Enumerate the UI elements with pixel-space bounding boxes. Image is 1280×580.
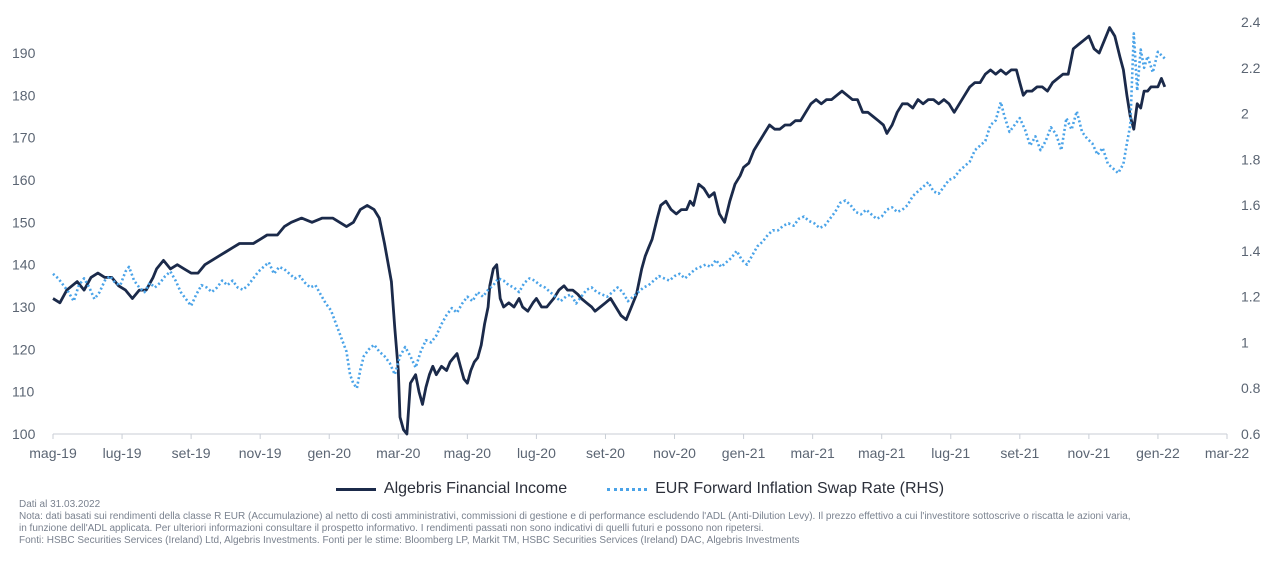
y-right-tick-label: 1 [1241, 334, 1249, 350]
x-tick-label: nov-19 [239, 445, 282, 461]
x-tick-label: mar-20 [376, 445, 421, 461]
y-left-tick-label: 170 [12, 130, 36, 146]
x-tick-label: lug-20 [517, 445, 556, 461]
x-tick-label: mar-22 [1205, 445, 1250, 461]
y-left-tick-label: 130 [12, 299, 36, 315]
legend: Algebris Financial Income EUR Forward In… [0, 480, 1280, 498]
legend-item-series-1: Algebris Financial Income [335, 480, 568, 498]
legend-item-series-2: EUR Forward Inflation Swap Rate (RHS) [607, 480, 944, 498]
y-right-tick-label: 0.8 [1241, 380, 1261, 396]
x-tick-label: nov-20 [653, 445, 696, 461]
y-left-tick-label: 190 [12, 45, 36, 61]
legend-swatch-dotted [607, 487, 648, 491]
legend-label-series-1: Algebris Financial Income [383, 480, 568, 497]
y-axis-left-ticks: 100 110 120 130 140 150 160 170 180 190 [12, 45, 36, 442]
y-right-tick-label: 2.2 [1241, 60, 1261, 76]
y-axis-right-ticks: 0.6 0.8 1 1.2 1.4 1.6 1.8 2 2.2 2.4 [1241, 14, 1261, 442]
chart-area: 100 110 120 130 140 150 160 170 180 190 0.6 0.8 1 1.… [12, 14, 1261, 461]
x-tick-label: nov-21 [1067, 445, 1110, 461]
y-left-tick-label: 100 [12, 426, 36, 442]
y-left-tick-label: 160 [12, 172, 36, 188]
series-layer [52, 26, 1167, 436]
x-tick-label: gen-21 [722, 445, 766, 461]
y-left-tick-label: 150 [12, 214, 36, 230]
y-left-tick-label: 110 [12, 384, 35, 400]
y-right-tick-label: 2.4 [1241, 14, 1261, 30]
footnote-line-2: in funzione dell'ADL applicata. Per ulte… [19, 523, 764, 534]
series-line-algebris-financial-income [52, 26, 1167, 436]
footnote-line-3: Fonti: HSBC Securities Services (Ireland… [19, 535, 800, 546]
x-tick-label: mar-21 [790, 445, 835, 461]
y-left-tick-label: 180 [12, 87, 36, 103]
legend-swatch-solid [335, 487, 376, 491]
x-tick-label: mag-19 [29, 445, 77, 461]
x-tick-label: mag-21 [858, 445, 906, 461]
x-tick-label: lug-19 [103, 445, 142, 461]
x-tick-label: lug-21 [931, 445, 970, 461]
x-tick-label: gen-20 [307, 445, 351, 461]
y-right-tick-label: 0.6 [1241, 426, 1261, 442]
y-right-tick-label: 2 [1241, 106, 1249, 122]
y-right-tick-label: 1.6 [1241, 197, 1261, 213]
footnotes: Dati al 31.03.2022 Nota: dati basati sui… [19, 499, 1259, 547]
x-tick-label: set-21 [1000, 445, 1039, 461]
y-right-tick-label: 1.2 [1241, 289, 1261, 305]
y-right-tick-label: 1.8 [1241, 151, 1261, 167]
x-tick-label: gen-22 [1136, 445, 1180, 461]
x-tick-label: set-20 [586, 445, 625, 461]
x-tick-label: set-19 [172, 445, 211, 461]
x-axis-ticks: mag-19 lug-19 set-19 nov-19 gen-20 mar-20 mag-… [29, 434, 1249, 461]
x-tick-label: mag-20 [444, 445, 492, 461]
y-left-tick-label: 120 [12, 341, 36, 357]
y-left-tick-label: 140 [12, 257, 36, 273]
footnote-date: Dati al 31.03.2022 [19, 499, 101, 510]
y-right-tick-label: 1.4 [1241, 243, 1261, 259]
footnote-line-1: Nota: dati basati sui rendimenti della c… [19, 511, 1131, 522]
legend-label-series-2: EUR Forward Inflation Swap Rate (RHS) [655, 480, 945, 497]
series-line-eur-forward-inflation-swap [52, 32, 1166, 390]
